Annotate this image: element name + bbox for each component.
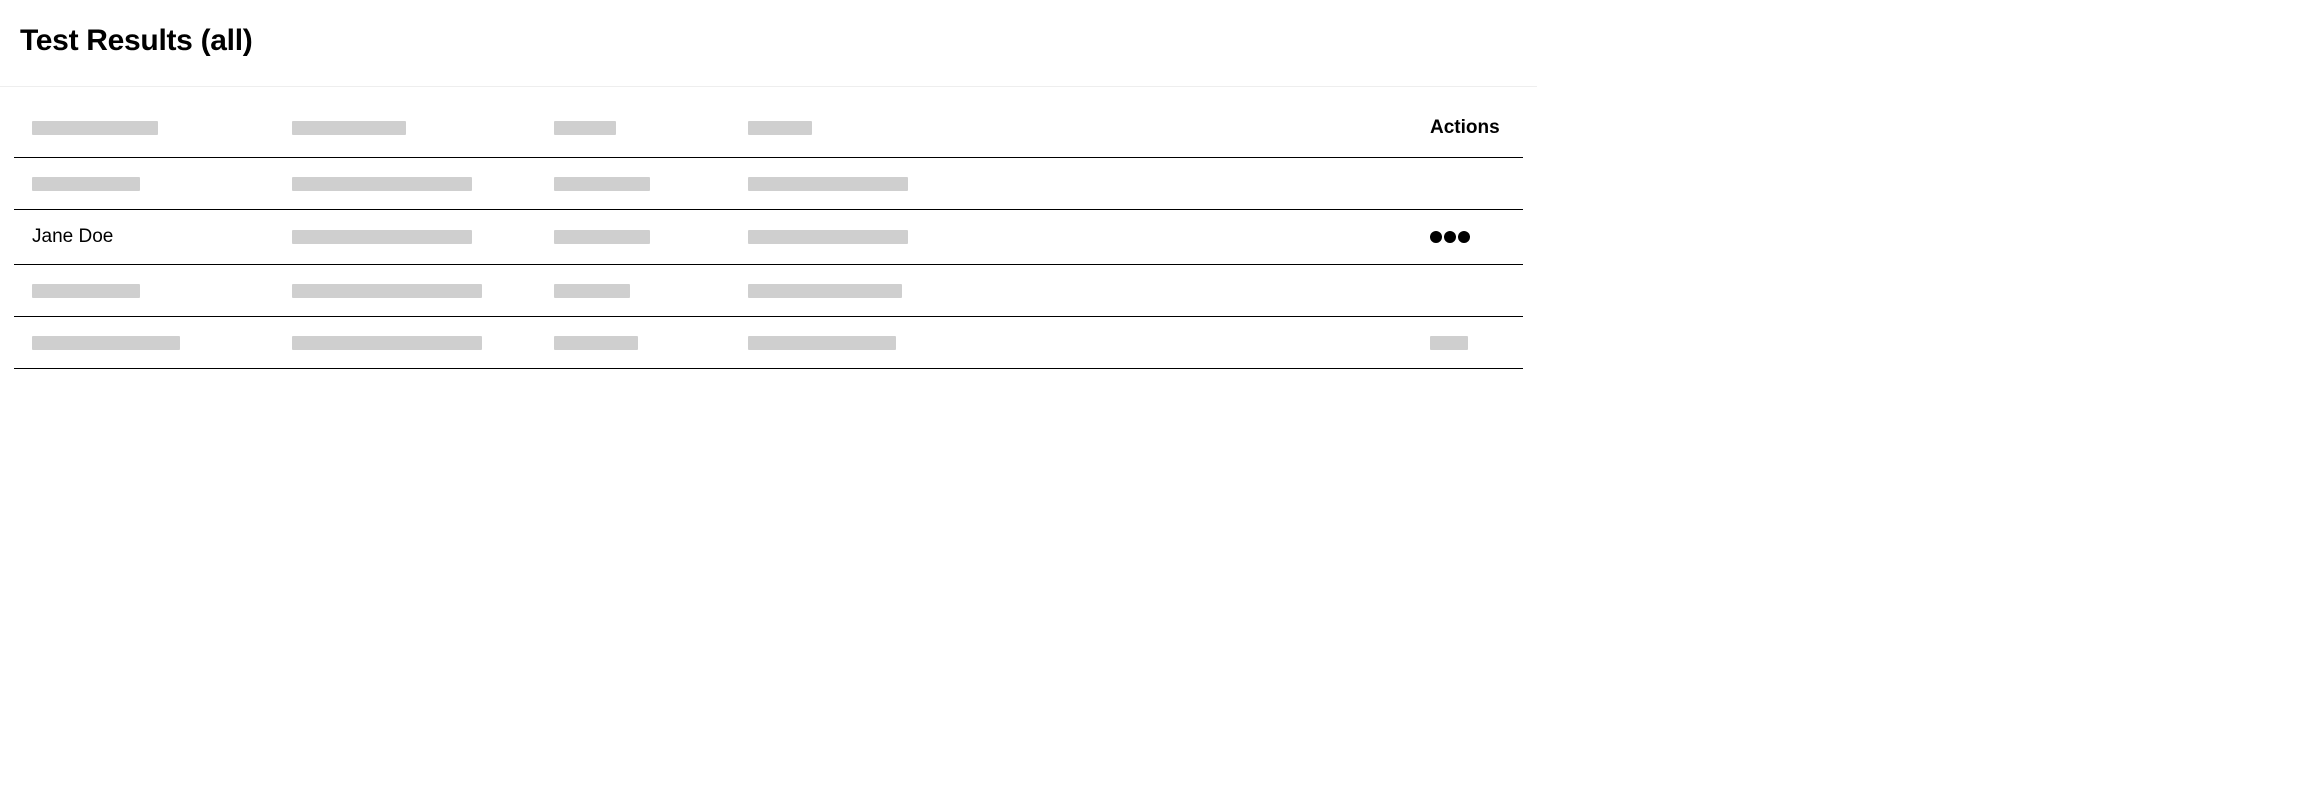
page-title: Test Results (all) <box>0 0 1537 86</box>
table-cell <box>730 336 957 350</box>
more-actions-button[interactable] <box>1430 231 1470 243</box>
table-cell <box>730 230 957 244</box>
skeleton-placeholder <box>748 230 908 244</box>
table-cell <box>730 177 957 191</box>
table-header-cell <box>14 121 274 135</box>
table-header-cell <box>274 121 518 135</box>
skeleton-placeholder <box>554 177 650 191</box>
table-cell <box>536 336 730 350</box>
more-horizontal-icon <box>1444 231 1456 243</box>
table-cell-actions <box>1412 336 1523 350</box>
skeleton-placeholder <box>292 177 472 191</box>
skeleton-placeholder <box>748 121 812 135</box>
table-cell <box>274 284 518 298</box>
table-row <box>14 317 1523 369</box>
skeleton-placeholder <box>292 121 406 135</box>
skeleton-placeholder <box>748 284 902 298</box>
skeleton-placeholder <box>292 230 472 244</box>
table-cell <box>536 230 730 244</box>
table-header-actions: Actions <box>1412 117 1523 139</box>
table-cell <box>730 284 957 298</box>
skeleton-placeholder <box>32 121 158 135</box>
table-cell <box>274 230 518 244</box>
skeleton-placeholder <box>554 230 650 244</box>
skeleton-placeholder <box>292 284 482 298</box>
table-cell <box>14 177 274 191</box>
skeleton-placeholder <box>32 284 140 298</box>
table-cell <box>14 284 274 298</box>
skeleton-placeholder <box>554 284 630 298</box>
skeleton-placeholder <box>32 177 140 191</box>
patient-name: Jane Doe <box>32 226 113 248</box>
skeleton-placeholder <box>748 336 896 350</box>
table-header-cell <box>730 121 957 135</box>
table-header-cell <box>536 121 730 135</box>
more-horizontal-icon <box>1430 231 1442 243</box>
table-cell <box>274 336 518 350</box>
results-table: Actions Jane Doe <box>0 86 1537 369</box>
table-cell-name: Jane Doe <box>14 226 274 248</box>
table-row <box>14 265 1523 317</box>
actions-column-label: Actions <box>1430 117 1500 139</box>
skeleton-placeholder <box>554 121 616 135</box>
table-cell <box>536 177 730 191</box>
skeleton-placeholder <box>748 177 908 191</box>
more-horizontal-icon <box>1458 231 1470 243</box>
table-cell-actions <box>1412 231 1523 243</box>
skeleton-placeholder <box>1430 336 1468 350</box>
table-cell <box>14 336 274 350</box>
skeleton-placeholder <box>32 336 180 350</box>
table-row <box>14 158 1523 210</box>
skeleton-placeholder <box>292 336 482 350</box>
table-row: Jane Doe <box>14 210 1523 265</box>
table-cell <box>274 177 518 191</box>
skeleton-placeholder <box>554 336 638 350</box>
table-cell <box>536 284 730 298</box>
table-header-row: Actions <box>14 87 1523 158</box>
